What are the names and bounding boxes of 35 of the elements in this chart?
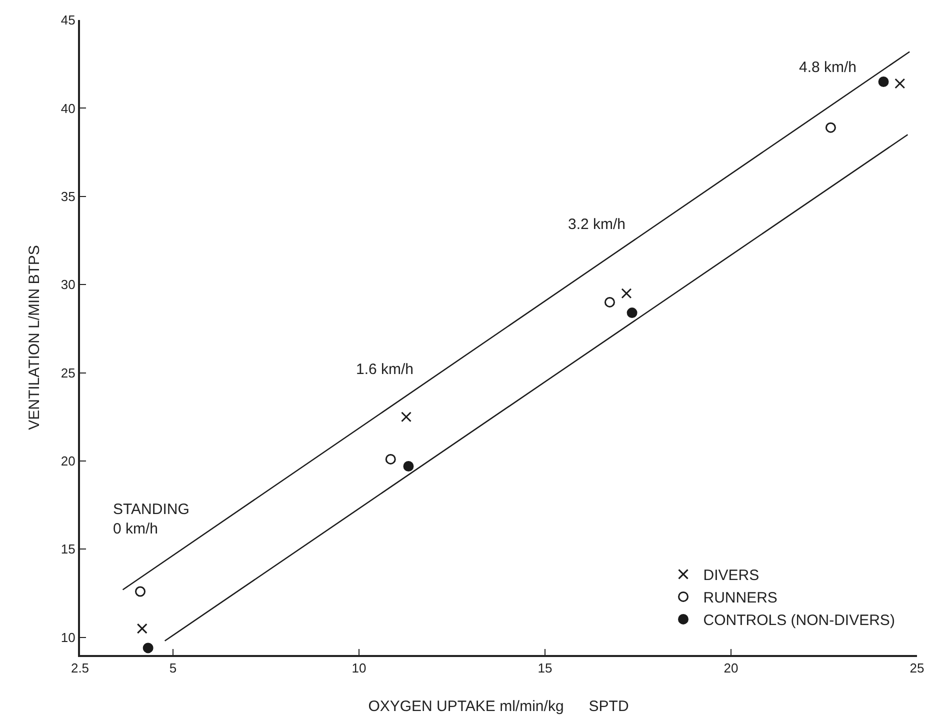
x-tick-label: 20 bbox=[724, 660, 738, 676]
x-tick-label: 2.5 bbox=[70, 660, 90, 676]
y-tick-label: 45 bbox=[60, 12, 76, 28]
y-tick-label: 20 bbox=[60, 454, 76, 469]
y-tick-label: 35 bbox=[60, 188, 76, 204]
point bbox=[385, 454, 396, 464]
point bbox=[626, 308, 638, 318]
x-tick-label: 15 bbox=[538, 660, 552, 676]
point bbox=[825, 122, 836, 133]
legend-label: CONTROLS (NON-DIVERS) bbox=[703, 612, 895, 630]
annotation: 4.8 km/h bbox=[799, 59, 857, 76]
point bbox=[604, 296, 615, 308]
point bbox=[135, 586, 146, 597]
y-tick-label: 10 bbox=[60, 630, 76, 645]
point bbox=[136, 623, 148, 634]
y-tick-label: 30 bbox=[60, 277, 76, 292]
legend-label: RUNNERS bbox=[703, 590, 778, 607]
point bbox=[878, 76, 889, 87]
y-tick-label: 40 bbox=[60, 100, 76, 116]
x-axis-title: OXYGEN UPTAKE ml/min/kg SPTD bbox=[368, 698, 629, 715]
x-tick-label: 5 bbox=[169, 660, 177, 676]
y-tick-label: 25 bbox=[60, 365, 76, 380]
x-tick-label: 25 bbox=[910, 660, 924, 676]
annotation: STANDING 0 km/h bbox=[113, 501, 190, 538]
x-tick-label: 10 bbox=[352, 660, 366, 676]
point bbox=[621, 288, 632, 299]
y-tick-label: 15 bbox=[60, 542, 76, 557]
point bbox=[142, 642, 154, 654]
point bbox=[894, 78, 906, 89]
legend-label: DIVERS bbox=[703, 567, 760, 584]
point bbox=[400, 412, 412, 422]
annotation: 3.2 km/h bbox=[568, 216, 626, 233]
y-axis-title: VENTILATION L/MIN BTPS bbox=[26, 245, 43, 430]
annotation: 1.6 km/h bbox=[356, 361, 414, 378]
point bbox=[403, 461, 414, 472]
